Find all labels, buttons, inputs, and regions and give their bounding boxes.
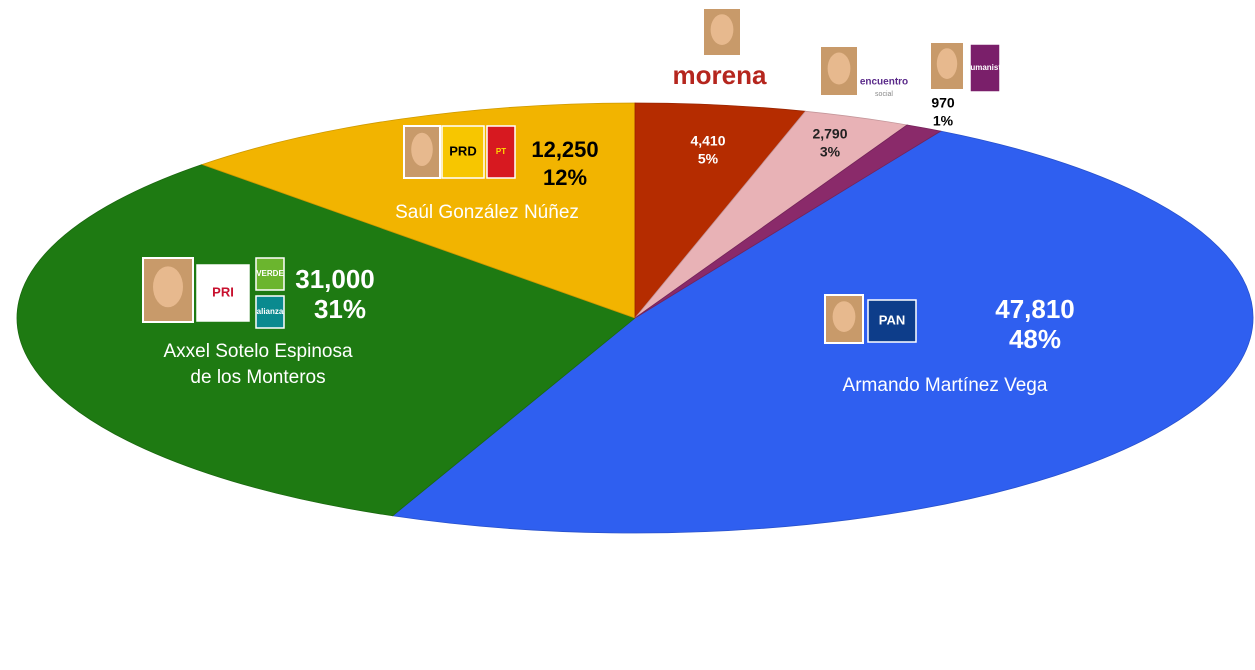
percent-label: 3%: [820, 144, 841, 160]
candidate-name: Armando Martínez Vega: [843, 375, 1048, 396]
party-logo: PRD: [449, 143, 476, 158]
candidate-face: [153, 266, 183, 308]
party-logo: Humanista: [965, 63, 1006, 72]
party-logo-box: [196, 264, 250, 322]
candidate-name: Axxel Sotelo Espinosa: [163, 341, 352, 362]
party-logo-box: [255, 257, 285, 291]
party-logo: VERDE: [256, 269, 284, 278]
party-logo: alianza: [257, 307, 284, 316]
party-logo: PRI: [212, 284, 234, 299]
party-logo: PAN: [879, 312, 905, 327]
value-label: 4,410: [690, 133, 725, 149]
slice: [634, 124, 942, 319]
candidate-face: [411, 132, 433, 167]
party-logo-box: [969, 43, 1001, 93]
party-logo-box: [441, 125, 485, 179]
candidate-face: [832, 301, 856, 332]
slice: [201, 102, 636, 319]
candidate-face: [827, 52, 851, 85]
party-logo-box: [486, 125, 516, 179]
pie-tops: [16, 102, 1254, 534]
candidate-face: [710, 14, 734, 45]
slice: [634, 102, 807, 320]
value-label: 970: [931, 95, 955, 111]
value-label: 31,000: [295, 264, 375, 294]
value-label: 47,810: [995, 294, 1075, 324]
party-logo: PT: [496, 147, 506, 156]
percent-label: 12%: [543, 165, 587, 190]
percent-label: 1%: [933, 113, 954, 129]
value-label: 12,250: [531, 137, 598, 162]
party-logo-box: [255, 295, 285, 329]
slice: [16, 164, 636, 517]
party-logo: morena: [673, 60, 767, 90]
candidate-name: de los Monteros: [190, 367, 325, 388]
candidate-face: [936, 48, 958, 79]
party-logo: social: [875, 91, 893, 98]
percent-label: 31%: [314, 294, 366, 324]
slice: [391, 130, 1254, 534]
percent-label: 5%: [698, 151, 719, 167]
party-logo-box: [867, 299, 917, 343]
candidate-photo: [929, 41, 965, 91]
value-label: 2,790: [812, 126, 847, 142]
candidate-name: Saúl González Núñez: [395, 202, 579, 223]
percent-label: 48%: [1009, 324, 1061, 354]
party-logo: encuentro: [860, 77, 908, 88]
